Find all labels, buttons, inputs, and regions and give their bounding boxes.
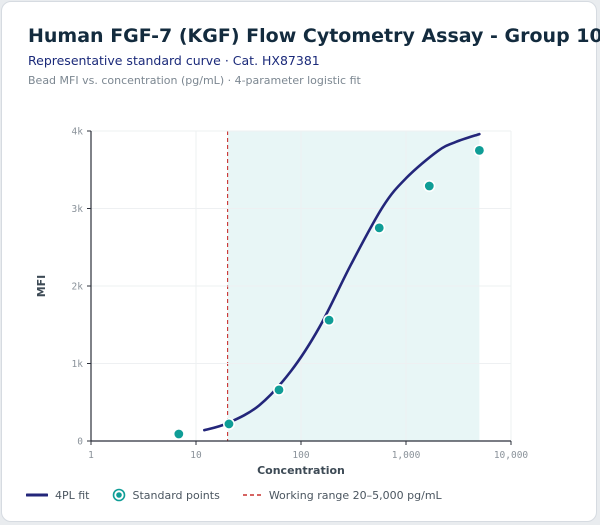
y-tick-label: 2k xyxy=(72,282,84,293)
range-dash-swatch-icon xyxy=(242,494,261,496)
standard-point xyxy=(222,417,235,430)
y-axis-title: MFI xyxy=(35,275,48,298)
standard-point xyxy=(172,428,185,441)
standard-point xyxy=(272,383,285,396)
x-axis-title: Concentration xyxy=(257,464,345,477)
chart-subtitle: Representative standard curve · Cat. HX8… xyxy=(28,53,320,68)
legend-item-fit[interactable]: 4PL fit xyxy=(26,489,90,502)
x-tick-label: 1,000 xyxy=(392,450,421,461)
y-tick-label: 4k xyxy=(72,127,84,138)
chart-caption: Bead MFI vs. concentration (pg/mL) · 4-p… xyxy=(28,74,361,87)
standard-point xyxy=(373,221,386,234)
x-tick-label: 10 xyxy=(190,450,202,461)
fit-line-swatch-icon xyxy=(26,493,48,497)
y-tick-label: 0 xyxy=(77,437,83,448)
x-tick-label: 10,000 xyxy=(494,450,529,461)
fit-curve-line xyxy=(203,132,481,432)
standard-point xyxy=(423,180,436,193)
chart-legend: 4PL fit Standard points Working range 20… xyxy=(26,488,464,502)
x-tick-label: 100 xyxy=(292,450,309,461)
legend-points-label: Standard points xyxy=(132,488,220,502)
legend-range-label: Working range 20–5,000 pg/mL xyxy=(268,488,442,502)
legend-item-points[interactable]: Standard points xyxy=(112,488,220,502)
point-swatch-icon xyxy=(112,488,125,502)
y-tick-label: 3k xyxy=(72,204,84,215)
standard-point xyxy=(323,314,336,327)
legend-fit-label: 4PL fit xyxy=(55,488,90,502)
standard-point xyxy=(473,144,486,157)
chart-title: Human FGF-7 (KGF) Flow Cytometry Assay -… xyxy=(28,25,600,47)
y-tick-label: 1k xyxy=(72,359,84,370)
legend-item-range[interactable]: Working range 20–5,000 pg/mL xyxy=(242,489,442,502)
x-tick-label: 1 xyxy=(88,450,94,461)
